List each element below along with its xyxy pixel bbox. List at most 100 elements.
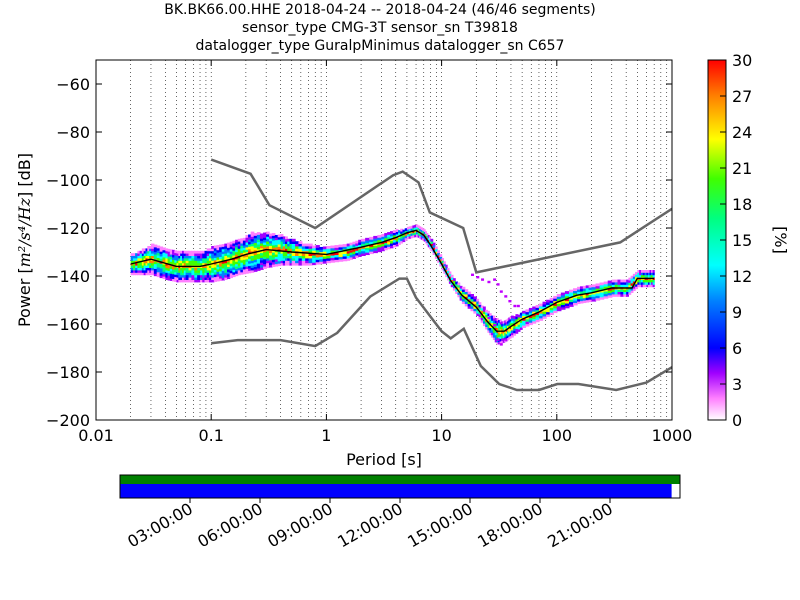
heatmap-cell (461, 286, 466, 290)
heatmap-cell (432, 242, 436, 246)
heatmap-cell (508, 317, 511, 321)
heatmap-cell (188, 260, 193, 264)
heatmap-cell (591, 296, 597, 300)
heatmap-cell (266, 246, 270, 249)
heatmap-cell (642, 279, 646, 283)
heatmap-cell (250, 262, 255, 266)
heatmap-cell (137, 262, 141, 266)
heatmap-cell (476, 310, 480, 314)
heatmap-cell (200, 260, 203, 264)
heatmap-cell (448, 276, 452, 280)
heatmap-cell (617, 284, 622, 288)
heatmap-cell (232, 252, 236, 256)
heatmap-cell (139, 272, 143, 276)
heatmap-cell (599, 292, 605, 295)
heatmap-cell (259, 262, 264, 266)
heatmap-cell (423, 236, 426, 240)
heatmap-cell (607, 290, 613, 293)
heatmap-cell (183, 272, 187, 276)
heatmap-cell (149, 250, 152, 254)
heatmap-cell (369, 246, 374, 250)
heatmap-cell (153, 249, 158, 253)
heatmap-cell (443, 263, 446, 267)
heatmap-cell (263, 239, 267, 243)
heatmap-cell (167, 277, 171, 281)
heatmap-cell (305, 250, 310, 254)
heatmap-cell (549, 305, 554, 308)
heatmap-cell (219, 244, 223, 248)
heatmap-cell (162, 269, 166, 272)
heatmap-cell (614, 282, 619, 285)
heatmap-cell (623, 289, 627, 292)
heatmap-cell (211, 258, 215, 261)
heatmap-cell (417, 225, 420, 229)
heatmap-cell (381, 234, 385, 237)
heatmap-cell (211, 250, 215, 254)
heatmap-cell (181, 277, 185, 280)
heatmap-cell (426, 235, 429, 239)
heatmap-cell (330, 250, 336, 254)
colorbar-tick-label: 27 (732, 87, 752, 106)
heatmap-cell (346, 253, 351, 256)
heatmap-cell (392, 237, 397, 241)
heatmap-cell (644, 274, 648, 278)
heatmap-cell (649, 272, 652, 276)
heatmap-cell (153, 261, 158, 265)
heatmap-cell (480, 317, 484, 321)
heatmap-cell (649, 270, 652, 273)
heatmap-cell (253, 259, 258, 263)
heatmap-cell (519, 324, 523, 328)
heatmap-cell (248, 253, 252, 257)
y-tick-label: −100 (46, 171, 90, 190)
heatmap-cell (506, 320, 509, 324)
heatmap-cell (457, 282, 461, 286)
heatmap-cell (194, 253, 198, 256)
heatmap-cell (392, 230, 397, 233)
heatmap-cell (224, 253, 228, 256)
heatmap-cell (342, 244, 348, 247)
heatmap-cell (256, 268, 261, 271)
heatmap-cell (287, 243, 291, 247)
heatmap-cell (274, 234, 279, 238)
heatmap-cell (219, 246, 223, 250)
heatmap-cell (232, 269, 236, 273)
heatmap-cell (639, 279, 642, 283)
heatmap-cell (153, 268, 158, 272)
heatmap-cell (132, 260, 136, 264)
heatmap-cell (470, 308, 475, 312)
heatmap-cell (387, 234, 391, 238)
heatmap-cell (285, 248, 288, 252)
heatmap-cell (556, 298, 562, 302)
heatmap-cell (577, 291, 581, 295)
heatmap-cell (256, 253, 261, 257)
heatmap-cell (176, 267, 179, 271)
heatmap-cell (213, 262, 218, 266)
heatmap-cell (556, 294, 562, 297)
heatmap-cell (232, 262, 236, 266)
heatmap-cell (208, 250, 212, 254)
heatmap-cell (404, 237, 408, 241)
heatmap-cell (315, 254, 320, 258)
heatmap-cell (266, 265, 270, 268)
heatmap-cell (227, 245, 231, 248)
heatmap-cell (167, 270, 171, 274)
heatmap-cell (491, 332, 494, 336)
heatmap-cell (441, 258, 445, 261)
heatmap-cell (211, 260, 215, 264)
heatmap-cell (485, 326, 489, 330)
heatmap-cell (232, 243, 236, 246)
heatmap-cell (632, 276, 636, 280)
heatmap-cell (202, 265, 206, 268)
heatmap-cell (282, 262, 286, 266)
heatmap-cell (305, 248, 310, 252)
heatmap-cell (224, 272, 228, 276)
heatmap-cell (365, 237, 370, 241)
heatmap-cell (219, 261, 223, 265)
heatmap-cell (245, 263, 249, 267)
heatmap-cell (219, 266, 223, 269)
high-noise-model-curve (210, 158, 672, 274)
heatmap-cell (620, 289, 624, 292)
heatmap-cell (334, 254, 340, 258)
heatmap-cell (508, 319, 511, 323)
